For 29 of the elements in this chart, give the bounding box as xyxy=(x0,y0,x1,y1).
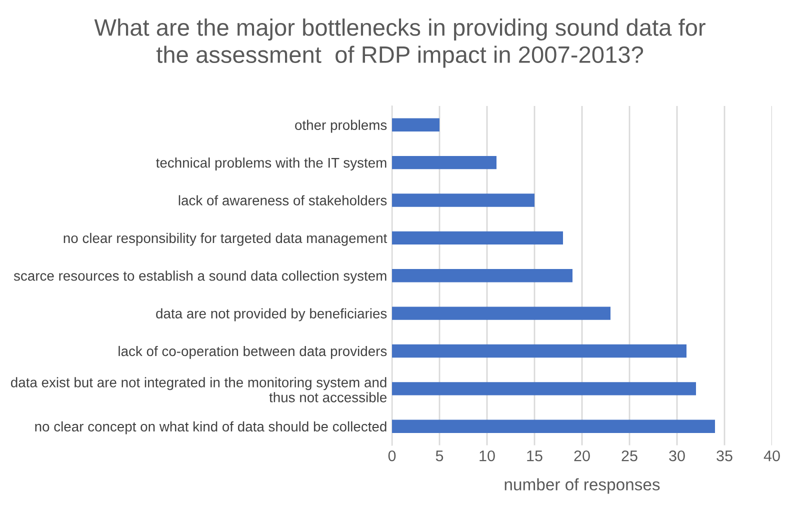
bar xyxy=(392,344,686,358)
x-tick-label: 15 xyxy=(527,450,542,462)
x-tick-label: 5 xyxy=(436,450,444,462)
bar xyxy=(392,156,496,170)
y-tick-label: lack of co-operation between data providers xyxy=(118,346,387,359)
y-tick-label: data exist but are not integrated in the monitoring system and thus not accessible xyxy=(10,377,387,402)
x-tick-label: 10 xyxy=(480,450,495,462)
bar xyxy=(392,231,563,245)
y-tick-label: scarce resources to establish a sound data collection system xyxy=(14,270,386,284)
x-tick-label: 35 xyxy=(716,450,732,462)
bar xyxy=(392,194,534,207)
x-axis-title: number of responses xyxy=(504,478,660,494)
bar xyxy=(392,118,440,132)
x-tick-label: 30 xyxy=(669,450,685,462)
bar xyxy=(392,269,572,282)
chart-title: What are the major bottlenecks in providing sound data for the assessment of RDP impact in 2007-2013? xyxy=(94,18,706,68)
x-tick-label: 0 xyxy=(388,450,396,462)
y-tick-label: no clear responsibility for targeted data management xyxy=(64,232,388,246)
bar xyxy=(392,420,715,433)
x-tick-label: 20 xyxy=(574,450,590,462)
y-tick-label: technical problems with the IT system xyxy=(156,158,386,170)
y-tick-label: other problems xyxy=(295,120,387,133)
x-tick-label: 40 xyxy=(764,450,780,462)
y-tick-label: data are not provided by beneficiaries xyxy=(156,308,387,322)
y-tick-label: no clear concept on what kind of data should be collected xyxy=(35,421,386,434)
bar xyxy=(392,382,696,396)
y-tick-label: lack of awareness of stakeholders xyxy=(178,195,387,206)
bar xyxy=(392,306,610,320)
x-tick-label: 25 xyxy=(622,450,638,462)
